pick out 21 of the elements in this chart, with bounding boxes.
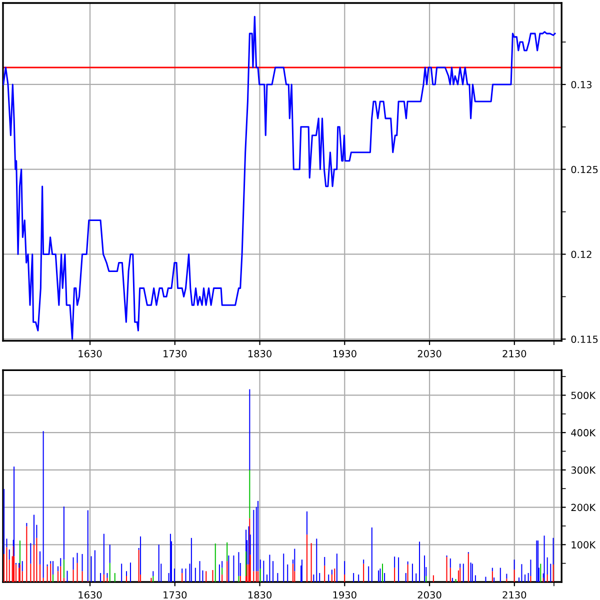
y-tick-label: 0.125: [571, 166, 598, 174]
x-tick-label: 1730: [164, 350, 187, 358]
x-tick-label: 2130: [502, 591, 526, 599]
x-tick-label: 1830: [248, 350, 272, 358]
y-tick-label: 0.115: [571, 336, 598, 343]
x-tick-label: 1630: [78, 350, 102, 358]
x-tick-label: 1730: [164, 591, 187, 599]
y-tick-label: 500K: [571, 392, 596, 400]
y-tick-label: 0.13: [571, 80, 592, 88]
y-tick-label: 100K: [572, 541, 596, 548]
x-tick-label: 2030: [418, 350, 442, 358]
y-tick-label: 200K: [571, 504, 596, 512]
x-tick-label: 1930: [333, 591, 356, 599]
y-tick-label: 0.12: [571, 250, 592, 258]
y-tick-label: 400K: [571, 429, 596, 436]
x-tick-label: 1630: [78, 591, 102, 599]
y-tick-label: 300K: [571, 466, 596, 474]
x-tick-label: 1930: [333, 350, 356, 358]
x-tick-label: 2130: [502, 350, 526, 358]
x-tick-label: 2030: [418, 591, 442, 599]
x-tick-label: 1830: [248, 591, 272, 599]
